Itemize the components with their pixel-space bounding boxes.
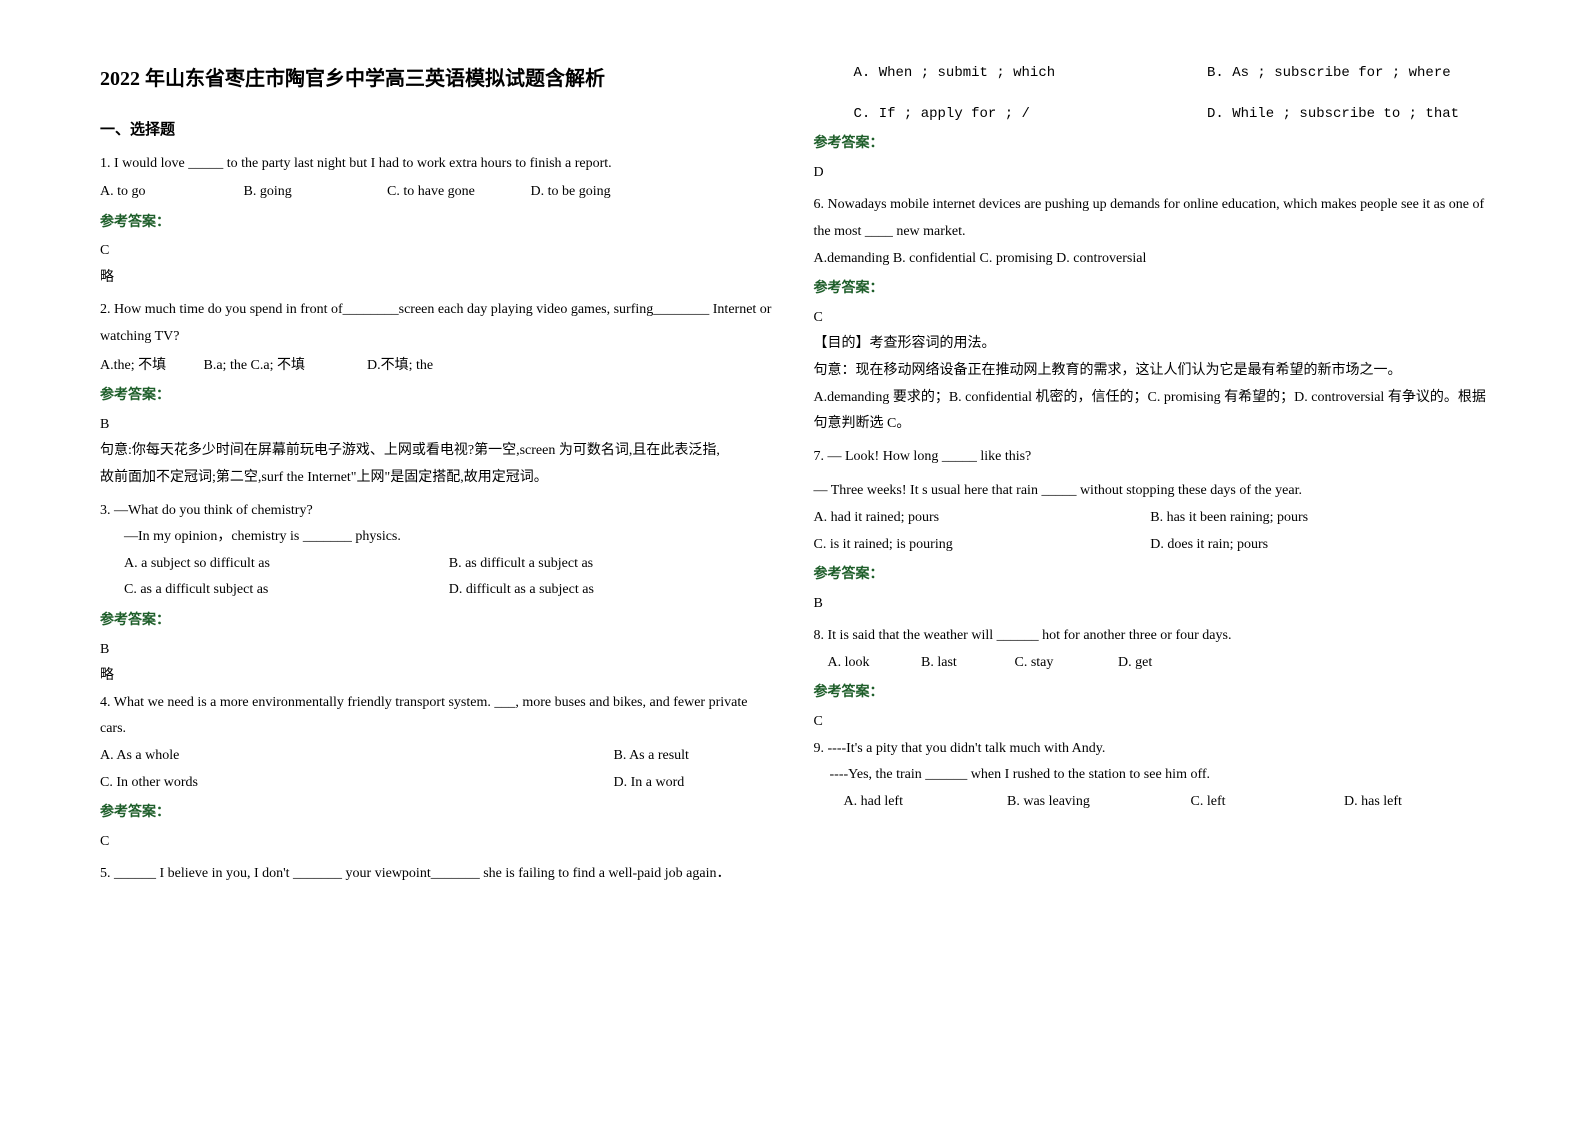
q3-opt-d: D. difficult as a subject as <box>449 577 774 604</box>
q7-row2: C. is it rained; is pouring D. does it r… <box>814 532 1488 559</box>
q8-opt-d: D. get <box>1118 650 1152 677</box>
q2-opt-b: B.a; the C.a; 不填 <box>204 353 364 380</box>
q2-exp1: 句意:你每天花多少时间在屏幕前玩电子游戏、上网或看电视?第一空,screen 为… <box>100 438 774 465</box>
section-header-1: 一、选择题 <box>100 116 774 145</box>
q4-ans-label: 参考答案： <box>100 800 774 827</box>
q7-opt-b: B. has it been raining; pours <box>1150 505 1487 532</box>
q7-ans-label: 参考答案： <box>814 562 1488 589</box>
left-column: 2022 年山东省枣庄市陶官乡中学高三英语模拟试题含解析 一、选择题 1. I … <box>80 60 794 1062</box>
q4-row1: A. As a whole B. As a result <box>100 743 774 770</box>
q6-exp2: 句意：现在移动网络设备正在推动网上教育的需求，这让人们认为它是最有希望的新市场之… <box>814 358 1488 385</box>
q4-opt-c: C. In other words <box>100 770 614 797</box>
page-root: 2022 年山东省枣庄市陶官乡中学高三英语模拟试题含解析 一、选择题 1. I … <box>0 0 1587 1122</box>
q4-ans: C <box>100 829 774 856</box>
q4-row2: C. In other words D. In a word <box>100 770 774 797</box>
q5-opt-c: C. If ; apply for ; / <box>814 101 1204 128</box>
q7-opt-d: D. does it rain; pours <box>1150 532 1487 559</box>
q6-ans: C <box>814 305 1488 332</box>
right-column: A. When ; submit ; which B. As ; subscri… <box>794 60 1508 1062</box>
q6-exp3: A.demanding 要求的；B. confidential 机密的，信任的；… <box>814 385 1488 438</box>
q9-opt-d: D. has left <box>1344 789 1402 816</box>
q2-ans: B <box>100 412 774 439</box>
q7-ans: B <box>814 591 1488 618</box>
q1-opt-b: B. going <box>244 179 384 206</box>
q4-opt-b: B. As a result <box>614 743 774 770</box>
q8-opt-b: B. last <box>921 650 1011 677</box>
q5-row2: C. If ; apply for ; / D. While ; subscri… <box>814 101 1488 128</box>
q5-ans: D <box>814 160 1488 187</box>
q3-exp: 略 <box>100 663 774 690</box>
q9-stem1: 9. ----It's a pity that you didn't talk … <box>814 736 1488 763</box>
q3-stem1: 3. —What do you think of chemistry? <box>100 498 774 525</box>
q9-opt-b: B. was leaving <box>1007 789 1187 816</box>
q2-exp2: 故前面加不定冠词;第二空,surf the Internet"上网"是固定搭配,… <box>100 465 774 492</box>
q4-stem: 4. What we need is a more environmentall… <box>100 690 774 743</box>
q3-row1: A. a subject so difficult as B. as diffi… <box>100 551 774 578</box>
q7-stem1: 7. — Look! How long _____ like this? <box>814 444 1488 471</box>
q3-opt-b: B. as difficult a subject as <box>449 551 774 578</box>
q2-opt-d: D.不填; the <box>367 353 433 380</box>
q5-ans-label: 参考答案： <box>814 131 1488 158</box>
q1-ans: C <box>100 238 774 265</box>
q6-ans-label: 参考答案： <box>814 276 1488 303</box>
q2-stem: 2. How much time do you spend in front o… <box>100 297 774 350</box>
q9-opt-a: A. had left <box>844 789 1004 816</box>
q6-exp1: 【目的】考查形容词的用法。 <box>814 331 1488 358</box>
q1-opt-a: A. to go <box>100 179 240 206</box>
q2-ans-label: 参考答案： <box>100 383 774 410</box>
q3-opt-c: C. as a difficult subject as <box>124 577 449 604</box>
q9-stem2: ----Yes, the train ______ when I rushed … <box>814 762 1488 789</box>
q1-opt-c: C. to have gone <box>387 179 527 206</box>
q8-options: A. look B. last C. stay D. get <box>814 650 1488 677</box>
q7-opt-a: A. had it rained; pours <box>814 505 1151 532</box>
q7-stem2: — Three weeks! It s usual here that rain… <box>814 478 1488 505</box>
q4-opt-d: D. In a word <box>614 770 774 797</box>
q5-stem: 5. ______ I believe in you, I don't ____… <box>100 861 774 888</box>
q1-stem: 1. I would love _____ to the party last … <box>100 151 774 178</box>
q5-row1: A. When ; submit ; which B. As ; subscri… <box>814 60 1488 87</box>
q4-opt-a: A. As a whole <box>100 743 614 770</box>
q6-options: A.demanding B. confidential C. promising… <box>814 246 1488 273</box>
q3-opt-a: A. a subject so difficult as <box>124 551 449 578</box>
q1-opt-d: D. to be going <box>531 179 611 206</box>
exam-title: 2022 年山东省枣庄市陶官乡中学高三英语模拟试题含解析 <box>100 60 774 98</box>
q3-ans-label: 参考答案： <box>100 608 774 635</box>
q1-ans-label: 参考答案： <box>100 210 774 237</box>
q1-exp: 略 <box>100 265 774 292</box>
q8-opt-a: A. look <box>828 650 918 677</box>
q2-options: A.the; 不填 B.a; the C.a; 不填 D.不填; the <box>100 353 774 380</box>
q8-opt-c: C. stay <box>1015 650 1115 677</box>
q2-opt-a: A.the; 不填 <box>100 353 200 380</box>
q7-opt-c: C. is it rained; is pouring <box>814 532 1151 559</box>
q9-options: A. had left B. was leaving C. left D. ha… <box>814 789 1488 816</box>
q5-opt-b: B. As ; subscribe for ; where <box>1207 60 1451 87</box>
q1-options: A. to go B. going C. to have gone D. to … <box>100 179 774 206</box>
q6-stem: 6. Nowadays mobile internet devices are … <box>814 192 1488 245</box>
q3-stem2: —In my opinion，chemistry is _______ phys… <box>100 524 774 551</box>
q8-ans: C <box>814 709 1488 736</box>
q7-row1: A. had it rained; pours B. has it been r… <box>814 505 1488 532</box>
q3-row2: C. as a difficult subject as D. difficul… <box>100 577 774 604</box>
q8-ans-label: 参考答案： <box>814 680 1488 707</box>
spacer <box>814 87 1488 101</box>
q8-stem: 8. It is said that the weather will ____… <box>814 623 1488 650</box>
q9-opt-c: C. left <box>1191 789 1341 816</box>
q3-ans: B <box>100 637 774 664</box>
q5-opt-a: A. When ; submit ; which <box>814 60 1204 87</box>
q5-opt-d: D. While ; subscribe to ; that <box>1207 101 1459 128</box>
